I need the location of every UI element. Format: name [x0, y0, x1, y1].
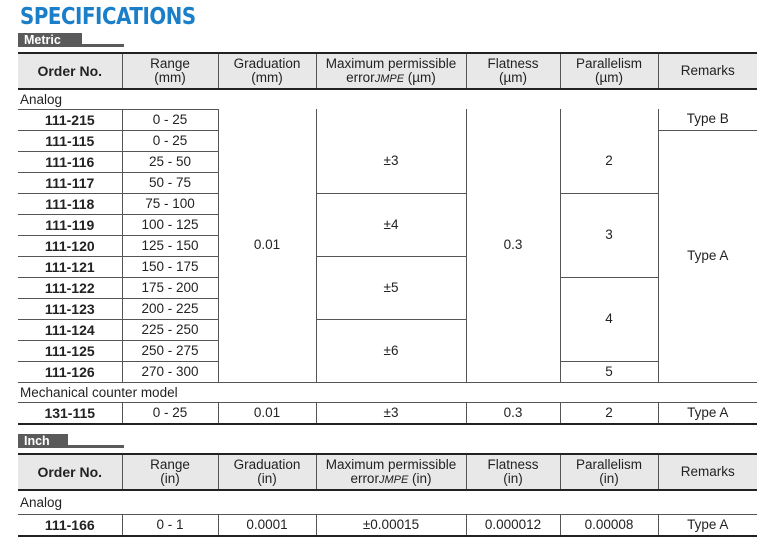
order-no: 111-120 [18, 234, 122, 257]
section-label-mechanical: Mechanical counter model [20, 384, 178, 400]
range-cell: 0 - 1 [121, 513, 218, 537]
mpe-cell: ±0.00015 [315, 513, 466, 537]
metric-spec-table: Order No. Range (mm) Graduation (mm) Maxim… [18, 52, 757, 425]
header-mpe: Maximum permissible errorJMPE (in) [315, 453, 466, 491]
flatness-cell: 0.3 [465, 109, 560, 382]
range-cell: 100 - 125 [121, 213, 218, 236]
section-label-analog: Analog [20, 494, 63, 510]
range-cell: 0 - 25 [121, 108, 218, 131]
table-row: 111-118 75 - 100 ±4 3 [18, 192, 757, 278]
section-row-analog: Analog [18, 89, 757, 109]
order-no: 111-116 [18, 150, 122, 173]
parallelism-cell: 4 [559, 277, 658, 362]
parallelism-cell: 2 [559, 130, 658, 194]
remarks-cell: Type A [657, 130, 757, 382]
mpe-cell: ±5 [315, 256, 466, 320]
header-order-no: Order No. [18, 453, 122, 491]
graduation-cell: 0.0001 [217, 513, 316, 537]
range-cell: 25 - 50 [121, 150, 218, 173]
parallelism-cell: 5 [559, 361, 658, 382]
inch-unit-bar: Inch [18, 434, 124, 448]
order-no: 111-118 [18, 192, 122, 215]
metric-unit-bar: Metric [18, 33, 124, 47]
header-remarks: Remarks [657, 453, 757, 491]
order-no: 111-123 [18, 297, 122, 320]
order-no: 111-124 [18, 318, 122, 341]
header-graduation: Graduation (mm) [217, 52, 316, 90]
inch-spec-table: Order No. Range (in) Graduation (in) Maxim… [18, 453, 757, 537]
header-parallelism: Parallelism (µm) [559, 52, 658, 90]
header-mpe: Maximum permissible errorJMPE (µm) [315, 52, 466, 90]
remarks-cell: Type A [657, 513, 757, 537]
header-flatness: Flatness (in) [465, 453, 560, 491]
table-row: 111-122 175 - 200 4 [18, 276, 757, 362]
range-cell: 0 - 25 [121, 401, 218, 425]
remarks-cell: Type A [657, 401, 757, 425]
parallelism-cell: 3 [559, 193, 658, 278]
table-row: 111-215 0 - 25 0.01 0.3 Type B [18, 108, 757, 382]
table-row: 111-124 225 - 250 ±6 [18, 318, 757, 382]
range-cell: 225 - 250 [121, 318, 218, 341]
header-range: Range (mm) [121, 52, 218, 90]
mpe-cell: ±3 [315, 130, 466, 194]
header-order-no: Order No. [18, 52, 122, 90]
order-no: 111-125 [18, 339, 122, 362]
range-cell: 200 - 225 [121, 297, 218, 320]
inch-unit-underline [68, 445, 124, 448]
parallelism-cell: 0.00008 [559, 513, 658, 537]
range-cell: 50 - 75 [121, 171, 218, 194]
header-graduation: Graduation (in) [217, 453, 316, 491]
table-row: 111-125 250 - 275 [18, 339, 757, 362]
parallelism-cell: 2 [559, 401, 658, 425]
range-cell: 0 - 25 [121, 129, 218, 152]
table-row: 111-126 270 - 300 5 [18, 360, 757, 383]
order-no: 111-126 [18, 360, 122, 383]
order-no: 111-122 [18, 276, 122, 299]
section-label-analog: Analog [20, 91, 63, 107]
mpe-cell: ±6 [315, 319, 466, 382]
inch-unit-label: Inch [18, 434, 68, 448]
graduation-cell: 0.01 [217, 109, 316, 382]
mpe-cell: ±3 [315, 401, 466, 425]
page-title: SPECIFICATIONS [20, 4, 196, 30]
range-cell: 150 - 175 [121, 255, 218, 278]
range-cell: 175 - 200 [121, 276, 218, 299]
table-row: 111-115 0 - 25 ±3 2 Type A [18, 129, 757, 382]
range-cell: 75 - 100 [121, 192, 218, 215]
flatness-cell: 0.000012 [465, 513, 560, 537]
order-no: 131-115 [18, 401, 122, 425]
mpe-cell: ±4 [315, 193, 466, 257]
table-row: 111-166 0 - 1 0.0001 ±0.00015 0.000012 0… [18, 513, 757, 537]
header-flatness: Flatness (µm) [465, 52, 560, 90]
metric-header-row: Order No. Range (mm) Graduation (mm) Maxim… [18, 52, 757, 90]
table-row: 131-115 0 - 25 0.01 ±3 0.3 2 Type A [18, 401, 757, 425]
section-row-mechanical: Mechanical counter model [18, 382, 757, 402]
flatness-cell: 0.3 [465, 401, 560, 425]
inch-header-row: Order No. Range (in) Graduation (in) Maxim… [18, 453, 757, 491]
order-no: 111-215 [18, 108, 122, 131]
header-remarks: Remarks [657, 52, 757, 90]
order-no: 111-166 [18, 513, 122, 537]
table-row: 111-120 125 - 150 [18, 234, 757, 257]
header-parallelism: Parallelism (in) [559, 453, 658, 491]
graduation-cell: 0.01 [217, 401, 316, 425]
metric-unit-label: Metric [18, 33, 82, 47]
order-no: 111-121 [18, 255, 122, 278]
header-range: Range (in) [121, 453, 218, 491]
section-row-analog: Analog [18, 490, 757, 514]
range-cell: 250 - 275 [121, 339, 218, 362]
mpe-cell-empty [315, 109, 466, 130]
table-row: 111-119 100 - 125 [18, 213, 757, 236]
range-cell: 270 - 300 [121, 360, 218, 383]
range-cell: 125 - 150 [121, 234, 218, 257]
order-no: 111-119 [18, 213, 122, 236]
order-no: 111-115 [18, 129, 122, 152]
parallelism-cell-empty [559, 109, 658, 130]
metric-unit-underline [82, 44, 124, 47]
order-no: 111-117 [18, 171, 122, 194]
remarks-cell: Type B [657, 109, 757, 131]
